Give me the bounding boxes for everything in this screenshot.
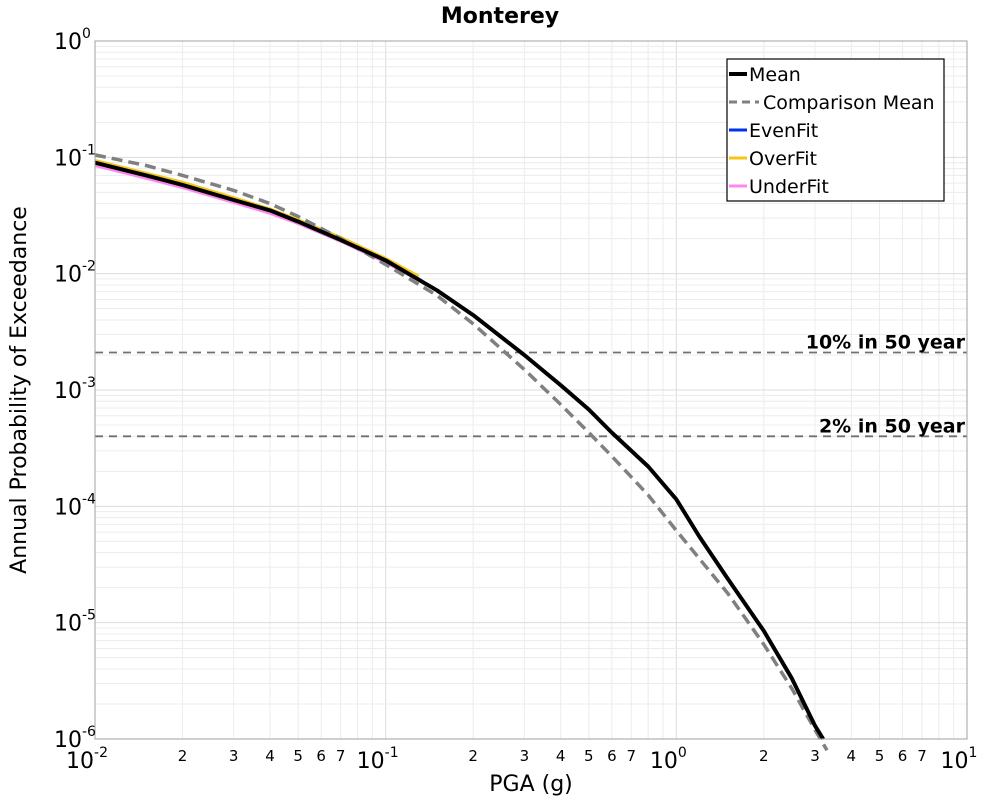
grid-lines (95, 41, 967, 739)
plot-frame (94, 40, 968, 740)
x-minor-tick-label: 6 (607, 747, 617, 765)
x-tick-label: 10-2 (66, 745, 108, 774)
reference-lines: 10% in 50 year 2% in 50 year (95, 332, 967, 437)
y-tick-label: 10-6 (54, 724, 96, 753)
x-minor-tick-label: 4 (265, 747, 275, 765)
x-minor-tick-label: 3 (520, 747, 530, 765)
x-minor-tick-label: 2 (468, 747, 478, 765)
legend-label: OverFit (749, 148, 817, 170)
y-tick-label: 10-3 (54, 375, 96, 404)
legend-box (726, 58, 945, 202)
x-minor-tick-label: 2 (759, 747, 769, 765)
reference-line-label: 10% in 50 year (806, 332, 966, 354)
series-line-mean (94, 160, 825, 741)
x-minor-tick-label: 2 (178, 747, 188, 765)
chart-title: Monterey (441, 4, 559, 29)
legend-label: Comparison Mean (763, 92, 935, 114)
y-tick-label: 10-4 (54, 491, 96, 520)
series-line-comparison-mean (94, 153, 829, 752)
reference-line-label: 2% in 50 year (819, 415, 966, 437)
y-tick-label: 100 (54, 26, 91, 55)
x-minor-tick-label: 7 (917, 747, 927, 765)
legend-label: EvenFit (749, 120, 818, 142)
x-minor-tick-label: 4 (556, 747, 566, 765)
x-tick-label: 10-1 (357, 745, 399, 774)
legend: Mean Comparison Mean EvenFit OverFit UnderFi… (726, 58, 945, 202)
legend-label: Mean (749, 64, 801, 86)
x-minor-tick-label: 7 (627, 747, 637, 765)
y-axis-label: Annual Probability of Exceedance (7, 206, 32, 574)
x-minor-tick-label: 7 (336, 747, 346, 765)
x-tick-label: 100 (650, 745, 687, 774)
series-line-evenfit (94, 161, 420, 281)
y-tick-label: 10-5 (54, 608, 96, 637)
x-minor-tick-label: 6 (898, 747, 908, 765)
x-minor-tick-label: 4 (847, 747, 857, 765)
x-minor-tick-label: 5 (875, 747, 885, 765)
legend-label: UnderFit (749, 176, 829, 198)
y-tick-label: 10-1 (54, 142, 96, 171)
x-minor-tick-label: 5 (584, 747, 594, 765)
x-minor-tick-label: 3 (810, 747, 820, 765)
x-minor-tick-label: 6 (316, 747, 326, 765)
x-minor-tick-label: 3 (229, 747, 239, 765)
x-axis-label: PGA (g) (489, 772, 573, 797)
y-tick-label: 10-2 (54, 259, 96, 288)
data-series (94, 153, 829, 752)
x-minor-tick-label: 5 (293, 747, 303, 765)
x-tick-label: 101 (941, 745, 978, 774)
